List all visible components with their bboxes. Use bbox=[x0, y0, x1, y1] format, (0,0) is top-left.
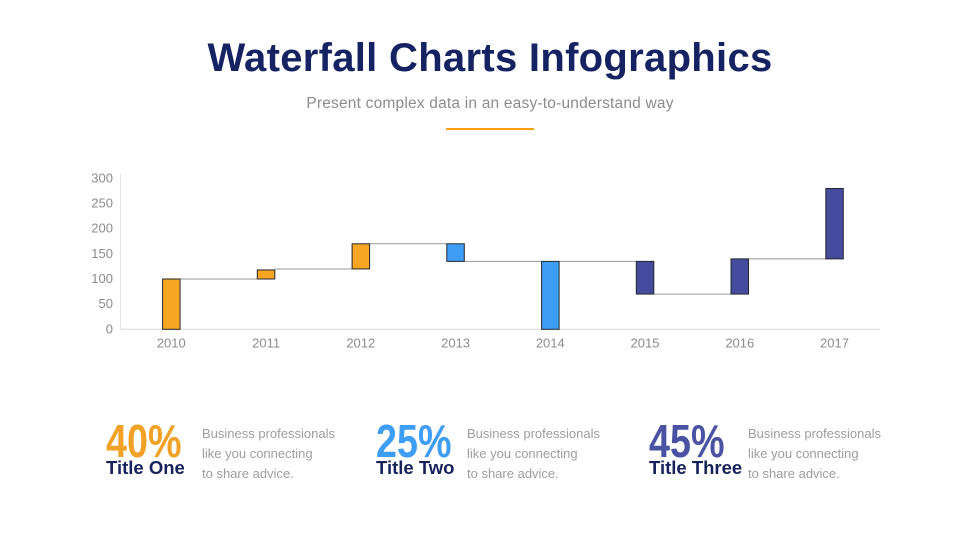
svg-text:200: 200 bbox=[91, 221, 113, 236]
svg-text:2017: 2017 bbox=[820, 335, 849, 350]
svg-text:2012: 2012 bbox=[346, 335, 375, 350]
svg-text:100: 100 bbox=[91, 271, 113, 286]
svg-text:2014: 2014 bbox=[536, 335, 565, 350]
svg-text:300: 300 bbox=[91, 172, 113, 185]
svg-text:2011: 2011 bbox=[252, 335, 280, 350]
svg-text:2015: 2015 bbox=[631, 335, 660, 350]
svg-text:250: 250 bbox=[91, 196, 113, 211]
svg-text:150: 150 bbox=[91, 246, 113, 261]
svg-text:0: 0 bbox=[106, 321, 113, 336]
svg-text:50: 50 bbox=[99, 296, 113, 311]
svg-text:2010: 2010 bbox=[157, 335, 186, 350]
svg-text:2013: 2013 bbox=[441, 335, 470, 350]
svg-text:2016: 2016 bbox=[725, 335, 754, 350]
